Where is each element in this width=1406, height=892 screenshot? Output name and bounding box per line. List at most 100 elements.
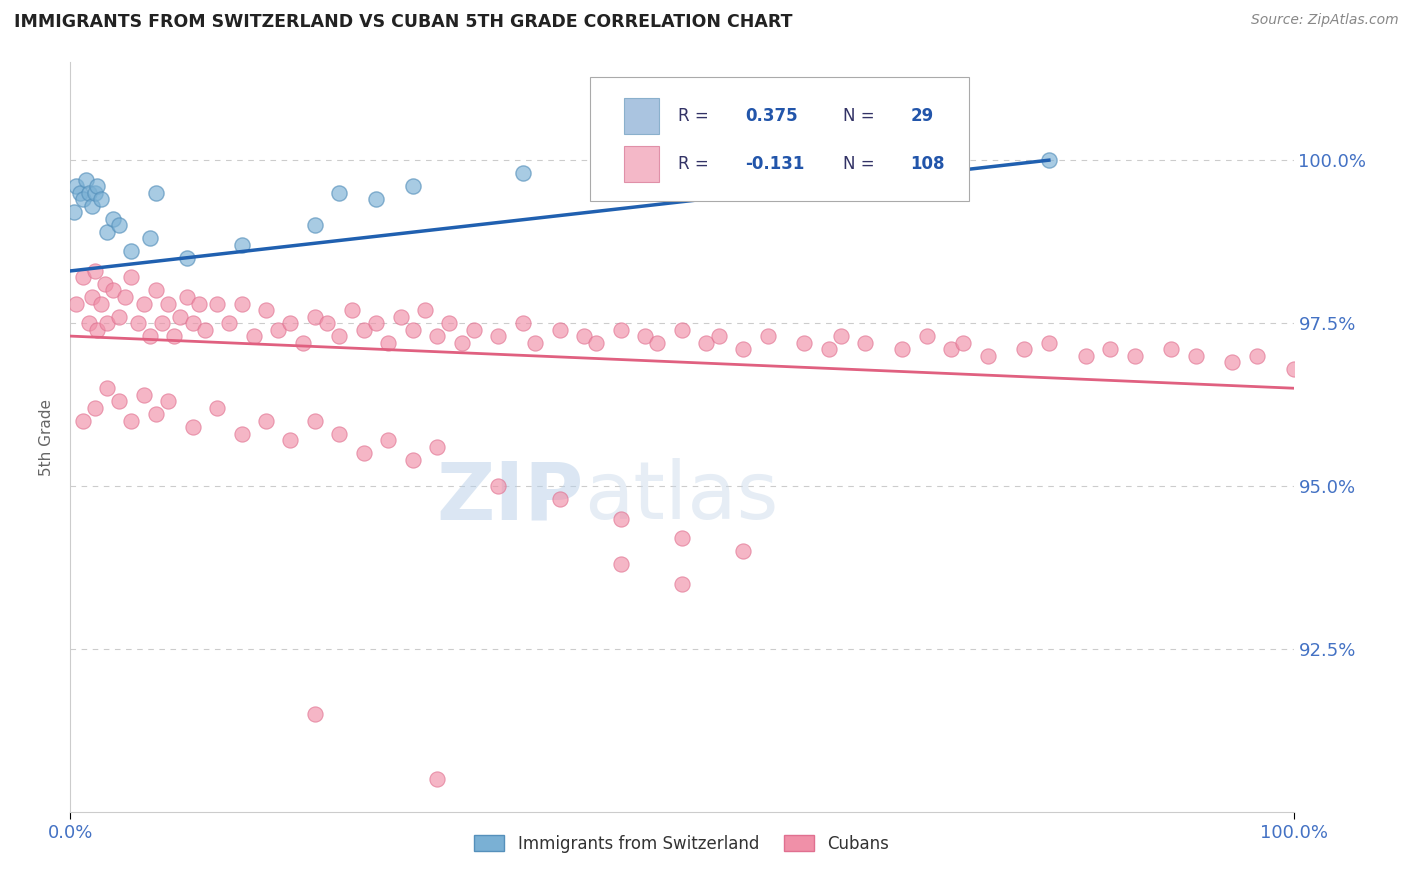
Point — [450, 335, 472, 350]
Point — [340, 303, 363, 318]
Point — [426, 772, 449, 786]
Bar — [624, 146, 658, 182]
Point — [176, 290, 198, 304]
Point — [756, 329, 779, 343]
Point — [695, 335, 717, 350]
Point — [733, 166, 755, 180]
Point — [72, 270, 94, 285]
Point — [891, 342, 914, 356]
Point — [353, 322, 375, 336]
Point — [83, 401, 105, 415]
Point — [69, 186, 91, 200]
Point — [150, 316, 173, 330]
Point — [1123, 349, 1146, 363]
Point — [610, 557, 633, 571]
Point — [205, 296, 228, 310]
Point — [291, 335, 314, 350]
Point — [634, 329, 657, 343]
Point — [707, 329, 730, 343]
Point — [1038, 153, 1060, 168]
Point — [157, 394, 180, 409]
Text: N =: N = — [844, 107, 875, 126]
Text: R =: R = — [678, 107, 709, 126]
Point — [402, 179, 425, 194]
Point — [439, 316, 461, 330]
Point — [205, 401, 228, 415]
Point — [108, 219, 131, 233]
Point — [915, 329, 938, 343]
Point — [139, 329, 162, 343]
Point — [254, 414, 277, 428]
Point — [127, 316, 149, 330]
Point — [181, 316, 204, 330]
Point — [82, 290, 104, 304]
Point — [304, 706, 326, 721]
Point — [976, 349, 998, 363]
Point — [145, 186, 167, 200]
Point — [353, 446, 375, 460]
Point — [145, 284, 167, 298]
Point — [304, 219, 326, 233]
Point — [377, 335, 399, 350]
Point — [671, 322, 693, 336]
Point — [280, 316, 302, 330]
Text: atlas: atlas — [583, 458, 779, 536]
Point — [243, 329, 266, 343]
Point — [366, 192, 388, 206]
Point — [1184, 349, 1206, 363]
Point — [86, 179, 108, 194]
Point — [108, 394, 131, 409]
Point — [366, 316, 388, 330]
Point — [548, 322, 571, 336]
Point — [108, 310, 131, 324]
Point — [231, 426, 253, 441]
Point — [830, 329, 852, 343]
Point — [187, 296, 209, 310]
Text: -0.131: -0.131 — [745, 155, 804, 173]
Point — [915, 172, 938, 186]
Point — [280, 434, 302, 448]
Text: ZIP: ZIP — [437, 458, 583, 536]
Point — [181, 420, 204, 434]
Text: IMMIGRANTS FROM SWITZERLAND VS CUBAN 5TH GRADE CORRELATION CHART: IMMIGRANTS FROM SWITZERLAND VS CUBAN 5TH… — [14, 13, 793, 31]
Point — [328, 426, 350, 441]
Point — [96, 381, 118, 395]
Point — [610, 322, 633, 336]
Text: R =: R = — [678, 155, 709, 173]
Point — [488, 479, 510, 493]
Point — [413, 303, 436, 318]
Point — [328, 329, 350, 343]
Point — [855, 335, 877, 350]
Point — [1160, 342, 1182, 356]
Point — [488, 329, 510, 343]
Point — [114, 290, 136, 304]
Point — [1014, 342, 1036, 356]
Point — [63, 205, 86, 219]
Point — [65, 179, 87, 194]
Point — [218, 316, 240, 330]
Point — [72, 192, 94, 206]
Point — [121, 414, 143, 428]
Point — [267, 322, 290, 336]
Point — [1246, 349, 1268, 363]
Point — [83, 264, 105, 278]
Point — [163, 329, 186, 343]
Point — [548, 491, 571, 506]
Point — [194, 322, 217, 336]
Point — [77, 186, 100, 200]
Text: 108: 108 — [911, 155, 945, 173]
Point — [316, 316, 339, 330]
Legend: Immigrants from Switzerland, Cubans: Immigrants from Switzerland, Cubans — [468, 829, 896, 860]
Point — [402, 322, 425, 336]
Point — [402, 453, 425, 467]
Point — [83, 186, 105, 200]
Point — [72, 414, 94, 428]
Point — [733, 544, 755, 558]
Point — [145, 407, 167, 421]
FancyBboxPatch shape — [591, 78, 969, 201]
Point — [132, 388, 155, 402]
Point — [952, 335, 974, 350]
Point — [75, 172, 97, 186]
Point — [176, 251, 198, 265]
Point — [1099, 342, 1122, 356]
